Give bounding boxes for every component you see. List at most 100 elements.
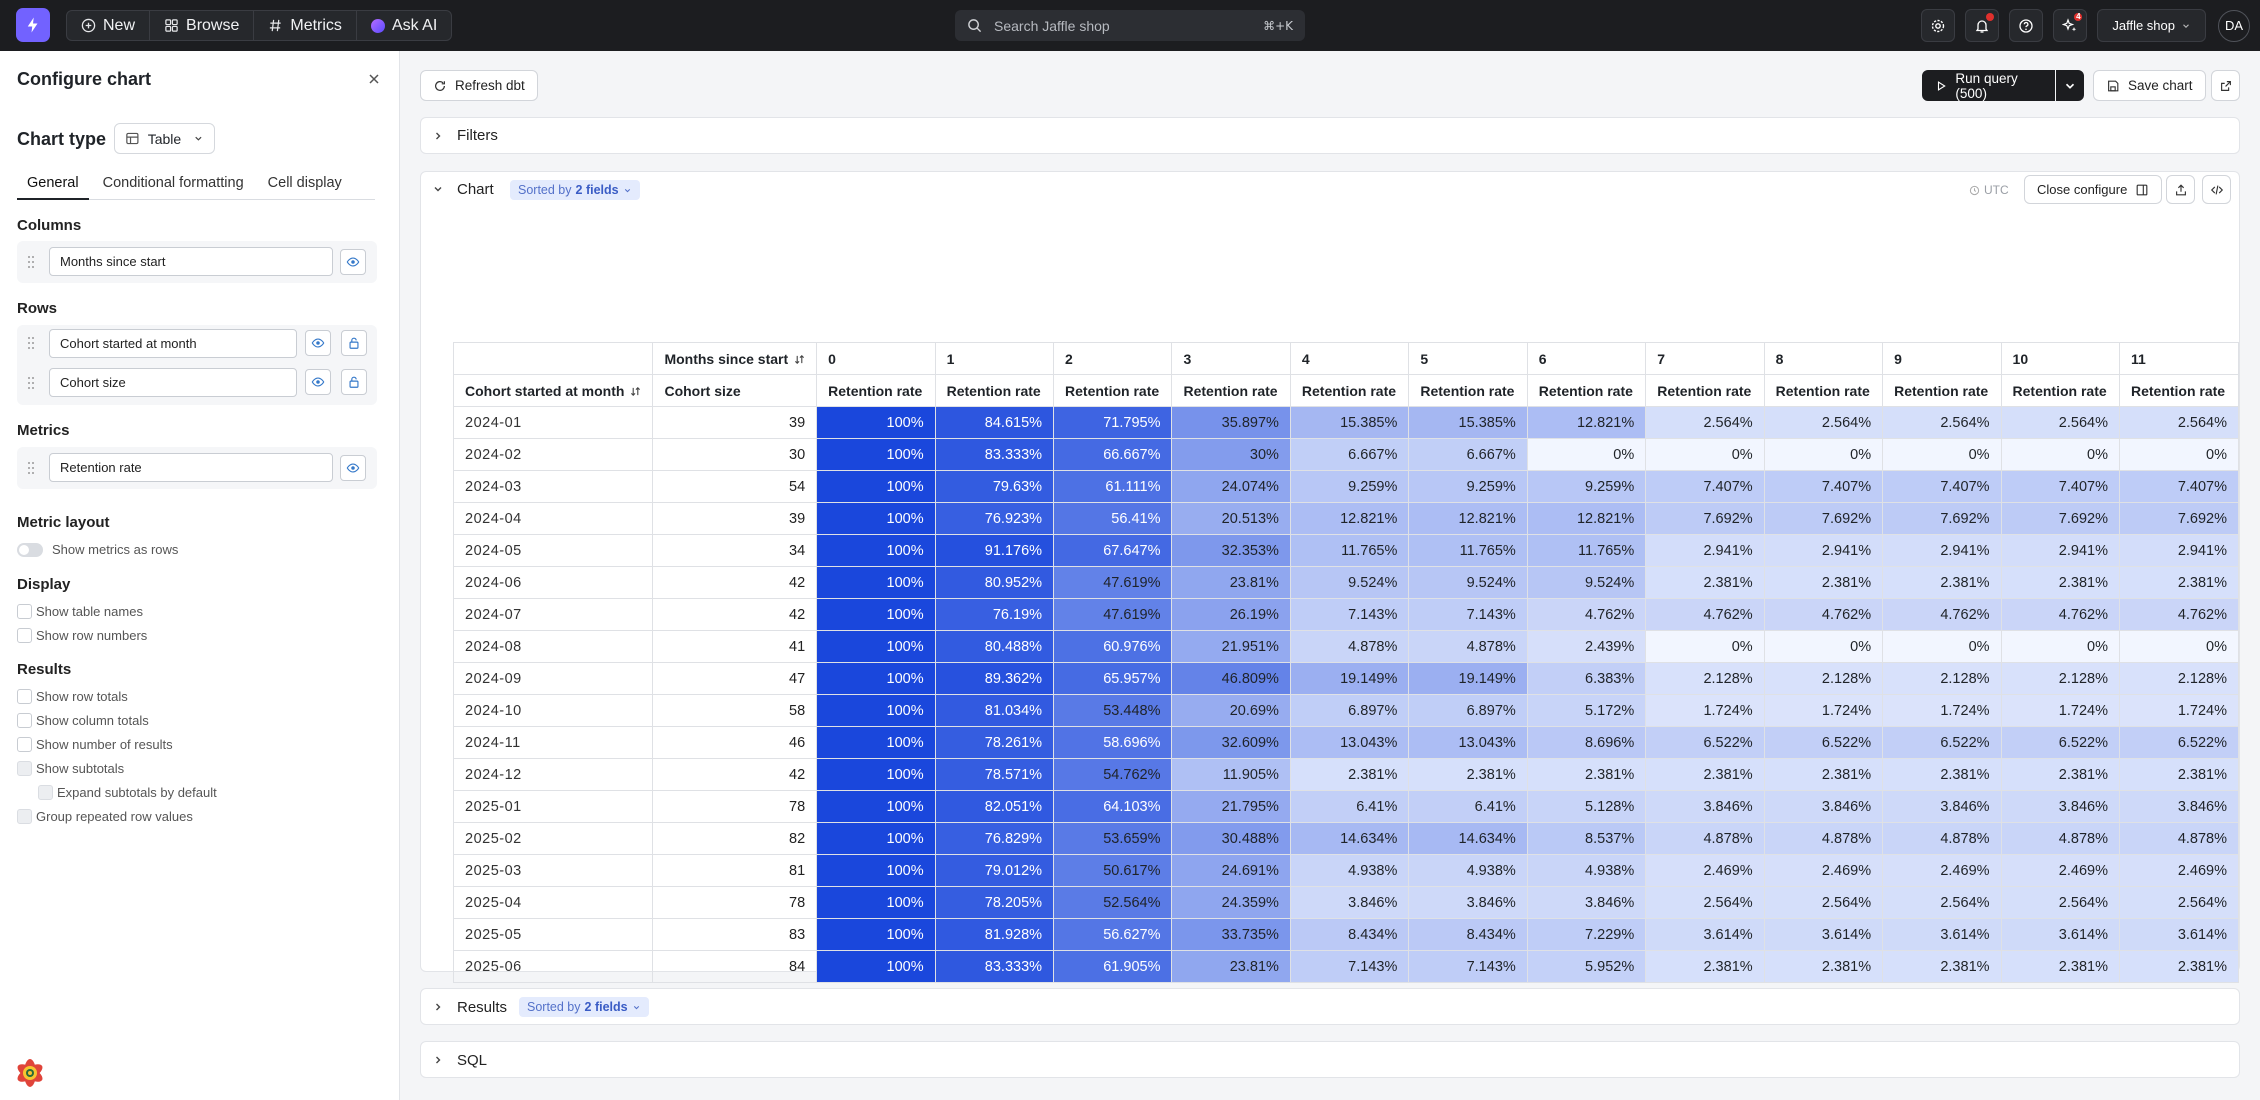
retention-cell[interactable]: 35.897% [1171, 406, 1291, 439]
freeze-column-button[interactable] [341, 369, 367, 395]
cohort-size-cell[interactable]: 34 [652, 534, 818, 567]
retention-cell[interactable]: 6.522% [2118, 726, 2240, 759]
results-section[interactable]: Results Sorted by 2 fields [420, 988, 2240, 1025]
retention-cell[interactable]: 47.619% [1053, 566, 1173, 599]
export-button[interactable] [2166, 175, 2195, 204]
retention-cell[interactable]: 2.564% [1645, 886, 1765, 919]
retention-cell[interactable]: 7.692% [1645, 502, 1765, 535]
retention-cell[interactable]: 82.051% [934, 790, 1055, 823]
retention-cell[interactable]: 100% [816, 694, 936, 727]
retention-cell[interactable]: 2.469% [1645, 854, 1765, 887]
retention-cell[interactable]: 21.795% [1171, 790, 1291, 823]
retention-cell[interactable]: 0% [1763, 438, 1884, 471]
retention-cell[interactable]: 9.524% [1289, 566, 1410, 599]
retention-cell[interactable]: 4.878% [1763, 822, 1884, 855]
retention-cell[interactable]: 9.524% [1408, 566, 1528, 599]
retention-cell[interactable]: 2.564% [1763, 406, 1884, 439]
retention-cell[interactable]: 61.111% [1053, 470, 1173, 503]
show-row-totals-checkbox[interactable] [17, 689, 32, 704]
retention-cell[interactable]: 3.614% [1882, 918, 2002, 951]
retention-cell[interactable]: 100% [816, 918, 936, 951]
retention-cell[interactable]: 8.434% [1289, 918, 1410, 951]
retention-cell[interactable]: 13.043% [1289, 726, 1410, 759]
retention-cell[interactable]: 21.951% [1171, 630, 1291, 663]
cohort-size-cell[interactable]: 54 [652, 470, 818, 503]
retention-cell[interactable]: 11.765% [1289, 534, 1410, 567]
retention-cell[interactable]: 91.176% [934, 534, 1055, 567]
retention-cell[interactable]: 0% [1526, 438, 1647, 471]
retention-cell[interactable]: 100% [816, 726, 936, 759]
retention-cell[interactable]: 7.692% [1763, 502, 1884, 535]
tab-general[interactable]: General [17, 172, 89, 200]
retention-cell[interactable]: 2.564% [1882, 886, 2002, 919]
cohort-size-cell[interactable]: 81 [652, 854, 818, 887]
help-button[interactable] [2009, 9, 2044, 42]
retention-cell[interactable]: 7.143% [1289, 950, 1410, 983]
sql-section[interactable]: SQL [420, 1041, 2240, 1078]
show-metrics-as-rows-toggle[interactable] [17, 543, 43, 557]
retention-cell[interactable]: 56.41% [1053, 502, 1173, 535]
retention-cell[interactable]: 6.667% [1408, 438, 1528, 471]
retention-cell[interactable]: 24.074% [1171, 470, 1291, 503]
share-link-button[interactable] [2211, 70, 2240, 101]
retention-cell[interactable]: 100% [816, 630, 936, 663]
show-subtotals-checkbox[interactable] [17, 761, 32, 776]
cohort-cell[interactable]: 2025-03 [452, 854, 654, 887]
retention-cell[interactable]: 7.143% [1408, 950, 1528, 983]
retention-cell[interactable]: 2.381% [1882, 566, 2002, 599]
retention-cell[interactable]: 83.333% [934, 438, 1055, 471]
cohort-size-cell[interactable]: 39 [652, 406, 818, 439]
retention-cell[interactable]: 61.905% [1053, 950, 1173, 983]
retention-cell[interactable]: 6.667% [1289, 438, 1410, 471]
row-field-cohort-started[interactable]: Cohort started at month [49, 329, 297, 358]
retention-cell[interactable]: 24.691% [1171, 854, 1291, 887]
retention-cell[interactable]: 20.69% [1171, 694, 1291, 727]
retention-cell[interactable]: 3.614% [1645, 918, 1765, 951]
retention-cell[interactable]: 100% [816, 950, 936, 983]
retention-cell[interactable]: 11.765% [1526, 534, 1647, 567]
retention-cell[interactable]: 3.846% [1408, 886, 1528, 919]
retention-cell[interactable]: 30.488% [1171, 822, 1291, 855]
retention-cell[interactable]: 3.614% [2000, 918, 2120, 951]
retention-cell[interactable]: 14.634% [1289, 822, 1410, 855]
retention-cell[interactable]: 4.878% [2118, 822, 2240, 855]
retention-cell[interactable]: 26.19% [1171, 598, 1291, 631]
retention-cell[interactable]: 0% [1763, 630, 1884, 663]
retention-cell[interactable]: 2.469% [1882, 854, 2002, 887]
retention-cell[interactable]: 7.692% [1882, 502, 2002, 535]
retention-cell[interactable]: 4.762% [1645, 598, 1765, 631]
retention-cell[interactable]: 84.615% [934, 406, 1055, 439]
cohort-size-cell[interactable]: 30 [652, 438, 818, 471]
retention-cell[interactable]: 2.381% [1645, 566, 1765, 599]
cohort-size-cell[interactable]: 47 [652, 662, 818, 695]
run-query-options-button[interactable] [2056, 70, 2084, 101]
cohort-cell[interactable]: 2024-02 [452, 438, 654, 471]
toggle-visibility-button[interactable] [340, 455, 366, 481]
retention-cell[interactable]: 4.938% [1408, 854, 1528, 887]
retention-cell[interactable]: 3.614% [2118, 918, 2240, 951]
retention-cell[interactable]: 3.846% [1526, 886, 1647, 919]
retention-cell[interactable]: 83.333% [934, 950, 1055, 983]
retention-cell[interactable]: 100% [816, 406, 936, 439]
retention-cell[interactable]: 100% [816, 598, 936, 631]
cohort-size-cell[interactable]: 78 [652, 886, 818, 919]
cohort-cell[interactable]: 2024-01 [452, 406, 654, 439]
cohort-size-cell[interactable]: 42 [652, 566, 818, 599]
retention-cell[interactable]: 2.381% [2000, 758, 2120, 791]
retention-cell[interactable]: 100% [816, 822, 936, 855]
drag-handle-icon[interactable] [27, 376, 35, 390]
cohort-cell[interactable]: 2024-12 [452, 758, 654, 791]
retention-cell[interactable]: 12.821% [1526, 502, 1647, 535]
retention-cell[interactable]: 3.846% [1882, 790, 2002, 823]
retention-cell[interactable]: 4.878% [1289, 630, 1410, 663]
retention-cell[interactable]: 80.952% [934, 566, 1055, 599]
run-query-button[interactable]: Run query (500) [1922, 70, 2055, 101]
retention-cell[interactable]: 7.407% [2000, 470, 2120, 503]
retention-cell[interactable]: 1.724% [2000, 694, 2120, 727]
cohort-cell[interactable]: 2025-04 [452, 886, 654, 919]
retention-cell[interactable]: 3.846% [1645, 790, 1765, 823]
retention-cell[interactable]: 78.571% [934, 758, 1055, 791]
retention-cell[interactable]: 50.617% [1053, 854, 1173, 887]
cohort-cell[interactable]: 2024-06 [452, 566, 654, 599]
cohort-cell[interactable]: 2025-05 [452, 918, 654, 951]
